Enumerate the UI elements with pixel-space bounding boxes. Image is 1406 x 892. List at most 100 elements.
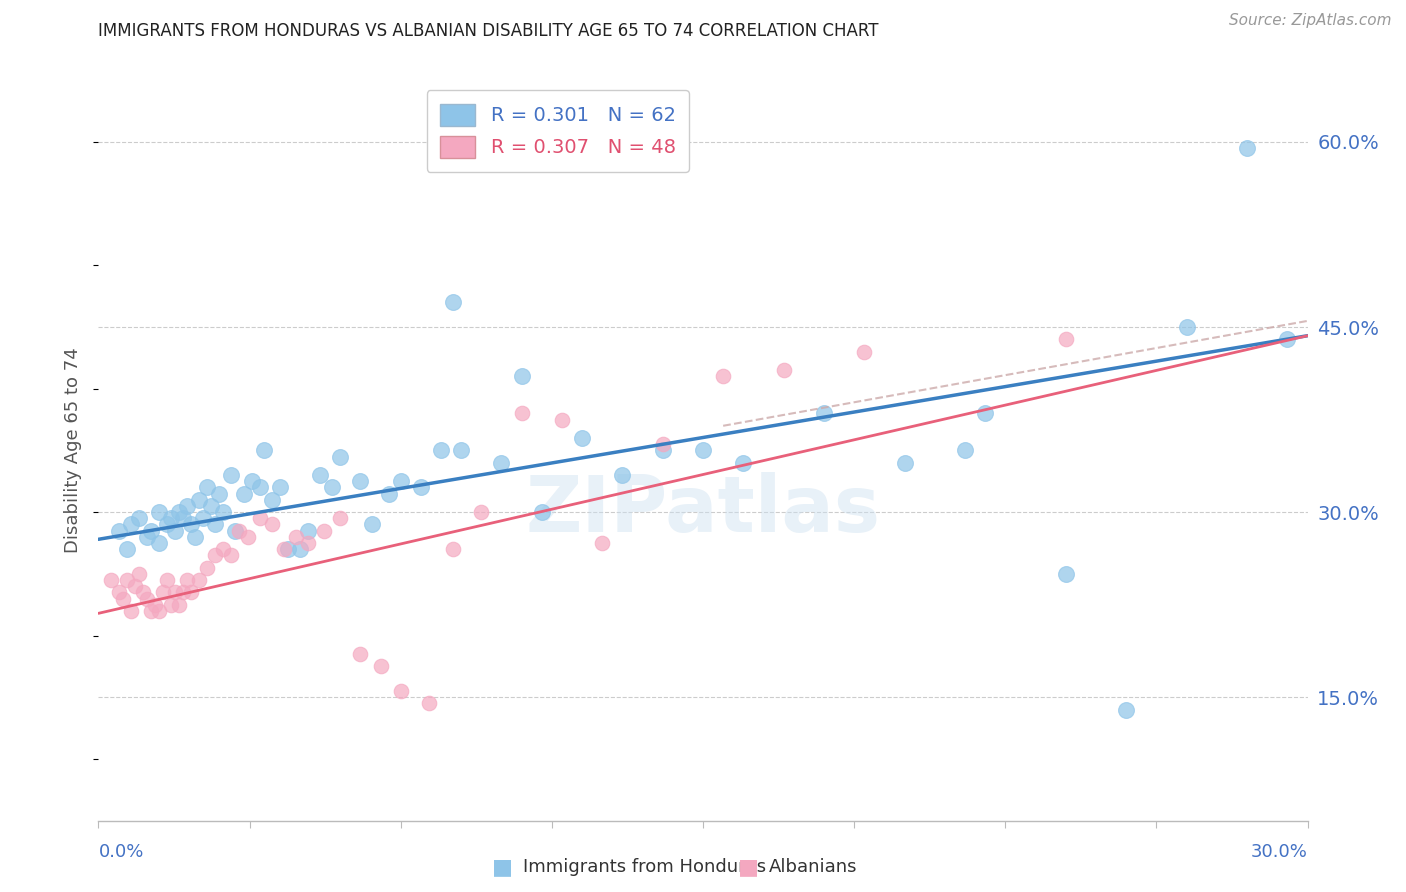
- Point: [470, 505, 492, 519]
- Point: [450, 443, 472, 458]
- Point: [277, 542, 299, 557]
- Text: ZIPatlas: ZIPatlas: [526, 472, 880, 548]
- Text: 30.0%: 30.0%: [1251, 843, 1308, 861]
- Point: [152, 585, 174, 599]
- Point: [139, 524, 162, 538]
- Point: [1277, 333, 1299, 347]
- Point: [124, 579, 146, 593]
- Point: [253, 443, 276, 458]
- Point: [107, 524, 129, 538]
- Point: [711, 369, 734, 384]
- Point: [441, 295, 464, 310]
- Point: [156, 573, 179, 587]
- Point: [180, 517, 202, 532]
- Point: [314, 524, 336, 538]
- Point: [135, 591, 157, 606]
- Point: [651, 443, 673, 458]
- Point: [111, 591, 134, 606]
- Point: [418, 697, 440, 711]
- Point: [853, 344, 876, 359]
- Text: ■: ■: [492, 857, 513, 877]
- Point: [195, 560, 218, 574]
- Point: [571, 431, 593, 445]
- Point: [297, 536, 319, 550]
- Point: [167, 598, 190, 612]
- Point: [167, 505, 190, 519]
- Point: [1115, 703, 1137, 717]
- Point: [135, 530, 157, 544]
- Point: [551, 412, 574, 426]
- Point: [204, 517, 226, 532]
- Point: [232, 486, 254, 500]
- Text: Source: ZipAtlas.com: Source: ZipAtlas.com: [1229, 13, 1392, 29]
- Point: [651, 437, 673, 451]
- Text: 0.0%: 0.0%: [98, 843, 143, 861]
- Point: [1236, 141, 1258, 155]
- Point: [160, 598, 183, 612]
- Point: [409, 481, 432, 495]
- Point: [172, 585, 194, 599]
- Y-axis label: Disability Age 65 to 74: Disability Age 65 to 74: [65, 348, 83, 553]
- Point: [204, 549, 226, 563]
- Legend: R = 0.301   N = 62, R = 0.307   N = 48: R = 0.301 N = 62, R = 0.307 N = 48: [426, 90, 689, 172]
- Point: [163, 585, 186, 599]
- Point: [1175, 320, 1198, 334]
- Point: [772, 363, 794, 377]
- Point: [172, 511, 194, 525]
- Text: Albanians: Albanians: [769, 858, 858, 876]
- Point: [163, 524, 186, 538]
- Point: [176, 499, 198, 513]
- Point: [120, 517, 142, 532]
- Point: [148, 536, 170, 550]
- Point: [212, 542, 235, 557]
- Point: [361, 517, 384, 532]
- Point: [349, 647, 371, 661]
- Point: [297, 524, 319, 538]
- Point: [1054, 566, 1077, 581]
- Point: [236, 530, 259, 544]
- Point: [228, 524, 250, 538]
- Point: [128, 566, 150, 581]
- Point: [180, 585, 202, 599]
- Point: [120, 604, 142, 618]
- Point: [321, 481, 343, 495]
- Point: [893, 456, 915, 470]
- Point: [221, 549, 243, 563]
- Point: [813, 407, 835, 421]
- Point: [212, 505, 235, 519]
- Point: [510, 369, 533, 384]
- Point: [1054, 333, 1077, 347]
- Point: [309, 468, 332, 483]
- Point: [530, 505, 553, 519]
- Point: [377, 486, 399, 500]
- Point: [329, 450, 352, 464]
- Point: [370, 659, 392, 673]
- Point: [249, 481, 271, 495]
- Point: [188, 492, 211, 507]
- Point: [188, 573, 211, 587]
- Point: [591, 536, 613, 550]
- Point: [349, 475, 371, 489]
- Point: [389, 475, 412, 489]
- Point: [692, 443, 714, 458]
- Point: [195, 481, 218, 495]
- Text: IMMIGRANTS FROM HONDURAS VS ALBANIAN DISABILITY AGE 65 TO 74 CORRELATION CHART: IMMIGRANTS FROM HONDURAS VS ALBANIAN DIS…: [98, 22, 879, 40]
- Point: [269, 481, 291, 495]
- Point: [273, 542, 295, 557]
- Point: [389, 684, 412, 698]
- Point: [221, 468, 243, 483]
- Point: [953, 443, 976, 458]
- Point: [284, 530, 307, 544]
- Text: Immigrants from Honduras: Immigrants from Honduras: [523, 858, 766, 876]
- Point: [132, 585, 155, 599]
- Point: [200, 499, 222, 513]
- Point: [441, 542, 464, 557]
- Point: [184, 530, 207, 544]
- Point: [176, 573, 198, 587]
- Point: [224, 524, 246, 538]
- Point: [260, 517, 283, 532]
- Point: [329, 511, 352, 525]
- Point: [260, 492, 283, 507]
- Point: [733, 456, 755, 470]
- Point: [612, 468, 634, 483]
